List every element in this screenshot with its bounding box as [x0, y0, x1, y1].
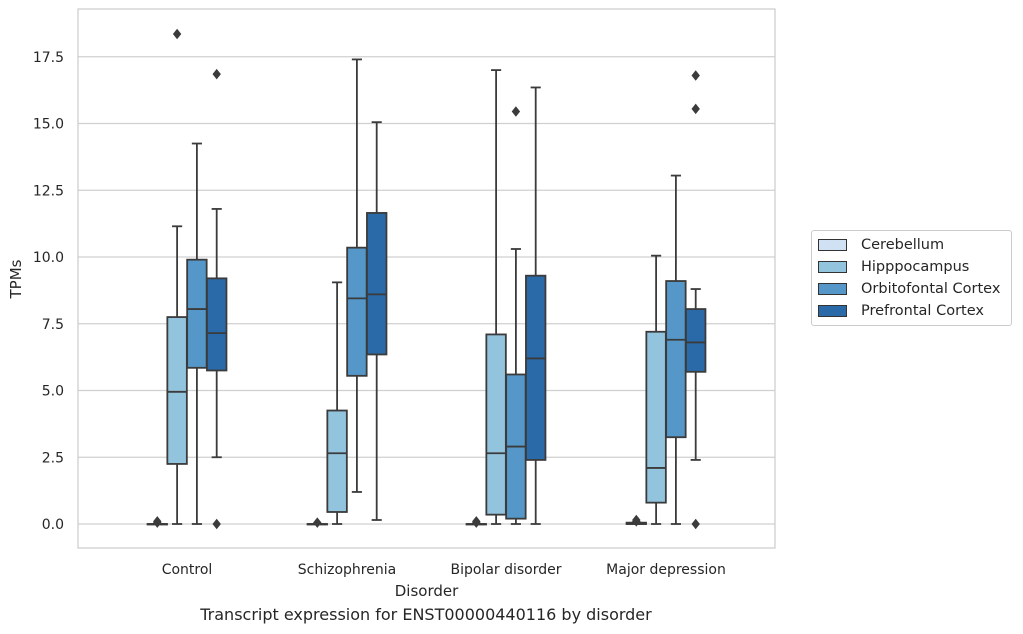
plot-frame: [77, 8, 776, 549]
outlier-point: [691, 70, 700, 81]
y-tick-label: 2.5: [42, 450, 64, 466]
box-3-0: [206, 68, 228, 530]
legend-label-prefrontal: Prefrontal Cortex: [861, 303, 984, 319]
outlier-point: [313, 517, 322, 528]
legend-item-cerebellum: Cerebellum: [818, 235, 944, 255]
box-0-2: [465, 516, 487, 528]
x-axis-title: Disorder: [395, 582, 459, 600]
legend-item-prefrontal: Prefrontal Cortex: [818, 301, 984, 321]
x-tick-label: Bipolar disorder: [450, 562, 561, 578]
box-0-0: [146, 516, 168, 528]
box-body: [206, 277, 228, 372]
box-body: [685, 308, 707, 373]
x-tick-labels: Control Schizophrenia Bipolar disorder Majo…: [162, 562, 726, 578]
box-1-0: [166, 28, 188, 525]
outlier-point: [691, 103, 700, 115]
chart-caption: Transcript expression for ENST0000044011…: [200, 605, 652, 624]
legend-swatch-orbitofrontal: [818, 283, 847, 295]
box-body: [645, 330, 667, 504]
outlier-point: [212, 68, 221, 80]
legend-item-orbitofrontal: Orbitofontal Cortex: [818, 279, 1000, 299]
box-body: [366, 212, 388, 356]
outlier-point: [691, 518, 700, 530]
box-body: [186, 258, 208, 369]
box-1-1: [326, 281, 348, 525]
box-2-3: [665, 174, 687, 525]
legend-item-hippocampus: Hipppocampus: [818, 257, 969, 277]
x-tick-label: Major depression: [606, 562, 726, 578]
y-tick-labels: 0.0 2.5 5.0 7.5 10.0 12.5 15.0 17.5: [33, 50, 64, 533]
box-0-3: [625, 514, 647, 527]
box-1-2: [485, 69, 507, 525]
legend-label-cerebellum: Cerebellum: [861, 237, 945, 253]
box-body: [525, 274, 547, 461]
legend-swatch-cerebellum: [818, 239, 847, 251]
y-tick-label: 12.5: [33, 183, 64, 199]
box-body: [485, 333, 507, 516]
outlier-point: [632, 516, 641, 527]
box-2-0: [186, 142, 208, 525]
box-2-2: [505, 106, 527, 525]
y-tick-label: 7.5: [42, 317, 64, 333]
box-body: [346, 246, 368, 377]
legend-label-orbitofrontal: Orbitofontal Cortex: [861, 281, 1001, 297]
y-tick-label: 17.5: [33, 50, 64, 66]
box-body: [326, 409, 348, 513]
box-2-1: [346, 58, 368, 493]
y-axis-title: TPMs: [7, 259, 25, 299]
box-3-2: [525, 86, 547, 525]
outlier-point: [212, 518, 221, 530]
outlier-point: [172, 28, 182, 40]
legend-label-hippocampus: Hipppocampus: [861, 259, 970, 275]
box-3-1: [366, 121, 388, 521]
box-0-1: [306, 517, 328, 528]
outlier-point: [153, 516, 162, 527]
legend-swatch-prefrontal: [818, 305, 847, 317]
box-body: [665, 280, 687, 439]
legend-swatch-hippocampus: [818, 261, 847, 273]
x-tick-label: Control: [162, 562, 213, 578]
box-layer: [146, 28, 707, 530]
y-tick-label: 10.0: [33, 250, 64, 266]
box-body: [166, 316, 188, 465]
y-tick-label: 5.0: [42, 384, 64, 400]
x-tick-label: Schizophrenia: [298, 562, 396, 578]
box-3-3: [685, 70, 707, 530]
y-tick-label: 0.0: [42, 517, 64, 533]
legend: Cerebellum Hipppocampus Orbitofontal Cor…: [811, 230, 1012, 326]
box-1-3: [645, 254, 667, 525]
outlier-point: [472, 516, 481, 527]
outlier-point: [511, 106, 521, 117]
y-tick-label: 15.0: [33, 117, 64, 133]
